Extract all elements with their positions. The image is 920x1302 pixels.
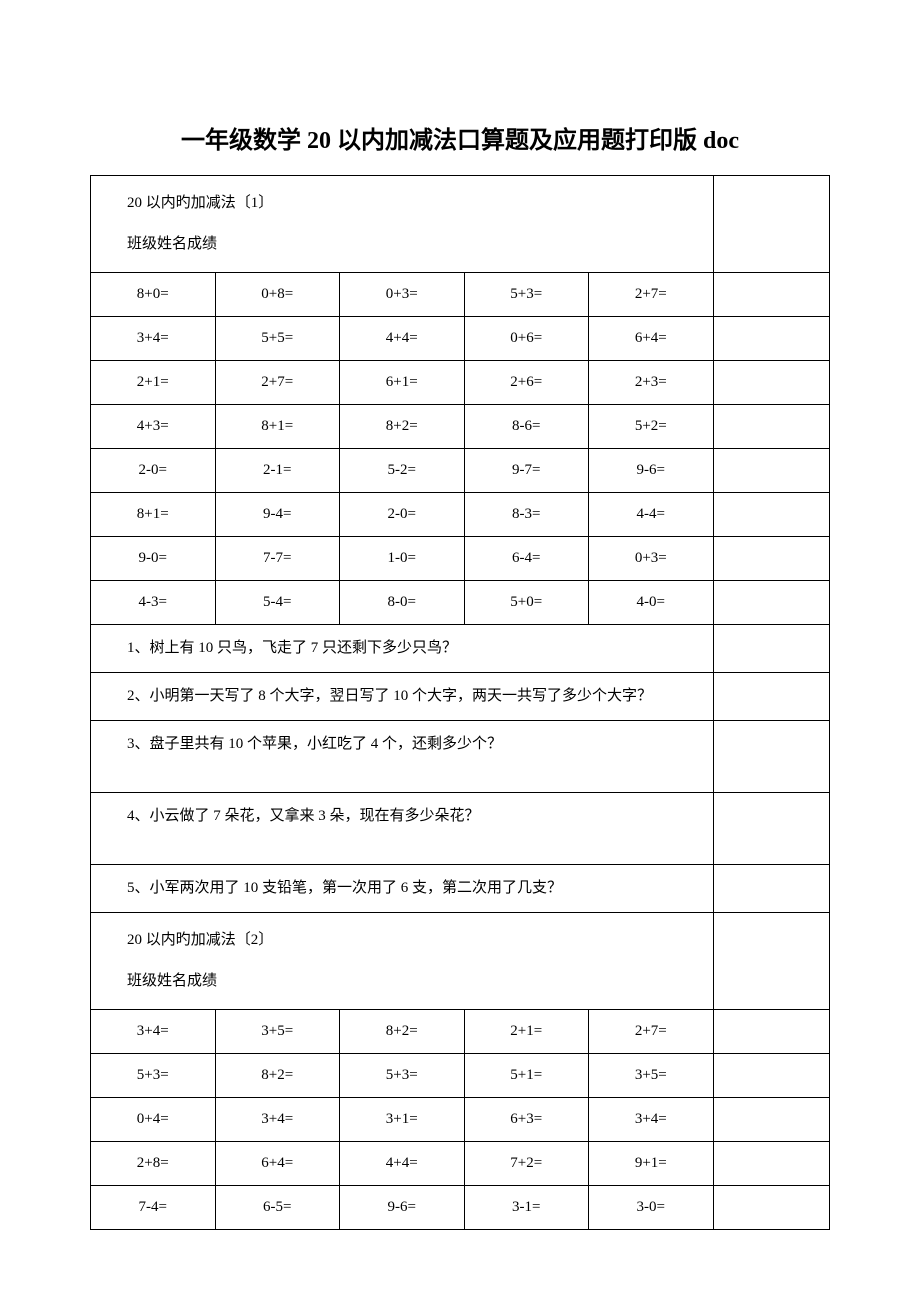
blank-cell [713, 721, 829, 793]
equation-cell: 4-4= [589, 493, 714, 537]
equation-cell: 6-4= [464, 537, 589, 581]
worksheet-table: 20 以内旳加减法〔1〕 班级姓名成绩 8+0=0+8=0+3=5+3=2+7=… [90, 175, 830, 1230]
blank-cell [713, 865, 829, 913]
blank-cell [713, 317, 829, 361]
equation-cell: 7+2= [464, 1142, 589, 1186]
equation-cell: 2-1= [215, 449, 340, 493]
section2-header: 20 以内旳加减法〔2〕 班级姓名成绩 [91, 913, 714, 1010]
equation-cell: 4-3= [91, 581, 216, 625]
blank-cell [713, 176, 829, 273]
blank-cell [713, 1010, 829, 1054]
word-problem-1: 1、树上有 10 只鸟，飞走了 7 只还剩下多少只鸟？ [91, 625, 714, 673]
equation-cell: 3+4= [215, 1098, 340, 1142]
blank-cell [713, 793, 829, 865]
equation-cell: 9-6= [340, 1186, 465, 1230]
equation-cell: 6+4= [215, 1142, 340, 1186]
equation-cell: 4+3= [91, 405, 216, 449]
section2-heading: 20 以内旳加减法〔2〕 [127, 927, 707, 954]
equation-cell: 6-5= [215, 1186, 340, 1230]
equation-cell: 3-0= [589, 1186, 714, 1230]
word-problem-4: 4、小云做了 7 朵花，又拿来 3 朵，现在有多少朵花？ [91, 793, 714, 865]
equation-cell: 8+2= [340, 1010, 465, 1054]
equation-cell: 5+3= [340, 1054, 465, 1098]
word-problem-2: 2、小明第一天写了 8 个大字，翌日写了 10 个大字，两天一共写了多少个大字？ [91, 673, 714, 721]
equation-cell: 0+6= [464, 317, 589, 361]
equation-cell: 1-0= [340, 537, 465, 581]
blank-cell [713, 493, 829, 537]
equation-cell: 9-4= [215, 493, 340, 537]
equation-cell: 3+1= [340, 1098, 465, 1142]
blank-cell [713, 913, 829, 1010]
equation-cell: 7-7= [215, 537, 340, 581]
equation-cell: 6+3= [464, 1098, 589, 1142]
equation-cell: 3+4= [91, 317, 216, 361]
equation-cell: 5+0= [464, 581, 589, 625]
equation-cell: 5+2= [589, 405, 714, 449]
equation-cell: 9-7= [464, 449, 589, 493]
equation-cell: 2+1= [464, 1010, 589, 1054]
blank-cell [713, 1054, 829, 1098]
equation-cell: 8+2= [340, 405, 465, 449]
equation-cell: 5+1= [464, 1054, 589, 1098]
blank-cell [713, 625, 829, 673]
word-problem-3: 3、盘子里共有 10 个苹果，小红吃了 4 个，还剩多少个？ [91, 721, 714, 793]
blank-cell [713, 449, 829, 493]
blank-cell [713, 673, 829, 721]
word-problem-5: 5、小军两次用了 10 支铅笔，第一次用了 6 支，第二次用了几支？ [91, 865, 714, 913]
equation-cell: 8+0= [91, 273, 216, 317]
equation-cell: 3-1= [464, 1186, 589, 1230]
equation-cell: 2+7= [589, 273, 714, 317]
equation-cell: 4-0= [589, 581, 714, 625]
equation-cell: 8+1= [91, 493, 216, 537]
blank-cell [713, 581, 829, 625]
equation-cell: 5+3= [464, 273, 589, 317]
equation-cell: 8-0= [340, 581, 465, 625]
equation-cell: 8-6= [464, 405, 589, 449]
equation-cell: 2-0= [91, 449, 216, 493]
equation-cell: 9+1= [589, 1142, 714, 1186]
equation-cell: 4+4= [340, 317, 465, 361]
equation-cell: 8-3= [464, 493, 589, 537]
equation-cell: 6+4= [589, 317, 714, 361]
equation-cell: 2+7= [589, 1010, 714, 1054]
equation-cell: 3+5= [589, 1054, 714, 1098]
section1-subheading: 班级姓名成绩 [127, 231, 707, 258]
equation-cell: 0+8= [215, 273, 340, 317]
equation-cell: 2+8= [91, 1142, 216, 1186]
page-title: 一年级数学 20 以内加减法口算题及应用题打印版 doc [90, 120, 830, 155]
equation-cell: 9-6= [589, 449, 714, 493]
blank-cell [713, 405, 829, 449]
equation-cell: 6+1= [340, 361, 465, 405]
section2-subheading: 班级姓名成绩 [127, 968, 707, 995]
equation-cell: 8+2= [215, 1054, 340, 1098]
equation-cell: 2+3= [589, 361, 714, 405]
equation-cell: 0+3= [340, 273, 465, 317]
equation-cell: 2+1= [91, 361, 216, 405]
blank-cell [713, 273, 829, 317]
blank-cell [713, 1186, 829, 1230]
equation-cell: 5+3= [91, 1054, 216, 1098]
equation-cell: 3+4= [589, 1098, 714, 1142]
blank-cell [713, 537, 829, 581]
equation-cell: 4+4= [340, 1142, 465, 1186]
equation-cell: 2+7= [215, 361, 340, 405]
equation-cell: 2+6= [464, 361, 589, 405]
blank-cell [713, 1098, 829, 1142]
equation-cell: 9-0= [91, 537, 216, 581]
equation-cell: 3+4= [91, 1010, 216, 1054]
equation-cell: 0+4= [91, 1098, 216, 1142]
equation-cell: 0+3= [589, 537, 714, 581]
section1-header: 20 以内旳加减法〔1〕 班级姓名成绩 [91, 176, 714, 273]
equation-cell: 3+5= [215, 1010, 340, 1054]
equation-cell: 2-0= [340, 493, 465, 537]
blank-cell [713, 361, 829, 405]
equation-cell: 7-4= [91, 1186, 216, 1230]
equation-cell: 5-2= [340, 449, 465, 493]
section1-heading: 20 以内旳加减法〔1〕 [127, 190, 707, 217]
blank-cell [713, 1142, 829, 1186]
equation-cell: 5+5= [215, 317, 340, 361]
equation-cell: 8+1= [215, 405, 340, 449]
equation-cell: 5-4= [215, 581, 340, 625]
